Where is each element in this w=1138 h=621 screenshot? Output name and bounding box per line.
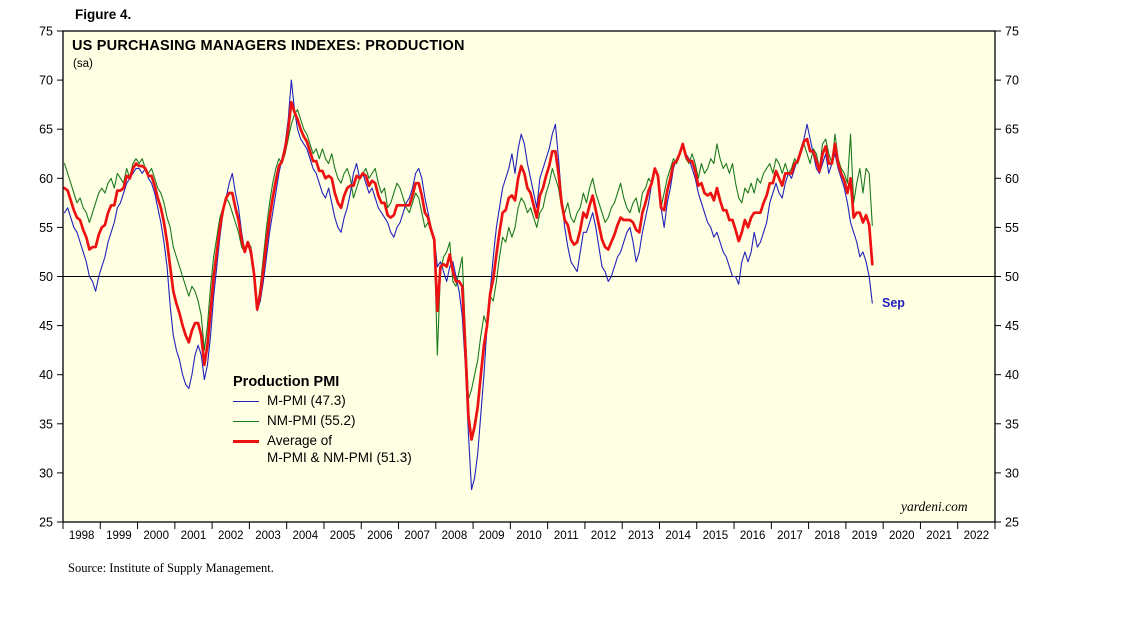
- m-pmi-line: [64, 79, 873, 491]
- x-axis-year-label: 2008: [442, 530, 468, 542]
- x-axis-year-label: 2016: [740, 530, 766, 542]
- y-axis-label-left: 50: [39, 270, 53, 284]
- x-axis-year-label: 2006: [367, 530, 393, 542]
- x-axis-year-label: 2012: [591, 530, 617, 542]
- x-axis-year-label: 2009: [479, 530, 505, 542]
- y-axis-label-left: 60: [39, 172, 53, 186]
- legend-label: Average of M-PMI & NM-PMI (51.3): [267, 432, 412, 465]
- y-axis-label-left: 70: [39, 74, 53, 88]
- x-axis-year-label: 2022: [964, 530, 990, 542]
- legend-rows: M-PMI (47.3) NM-PMI (55.2) Average of M-PMI…: [233, 393, 412, 467]
- x-axis-year-label: 2007: [404, 530, 430, 542]
- figure-label: Figure 4.: [75, 7, 132, 22]
- x-axis-year-label: 2015: [703, 530, 729, 542]
- y-axis-label-left: 45: [39, 319, 53, 333]
- legend-line-swatch: [233, 401, 259, 402]
- y-axis-label-right: 35: [1005, 417, 1019, 431]
- y-axis-label-right: 60: [1005, 172, 1019, 186]
- legend-label: NM-PMI (55.2): [267, 412, 356, 428]
- x-axis-year-label: 2017: [777, 530, 803, 542]
- y-axis-label-right: 65: [1005, 123, 1019, 137]
- legend: Production PMI M-PMI (47.3) NM-PMI (55.2)…: [233, 374, 412, 470]
- x-axis-year-label: 2001: [181, 530, 207, 542]
- y-axis-label-left: 65: [39, 123, 53, 137]
- y-axis-label-left: 25: [39, 516, 53, 530]
- legend-item: NM-PMI (55.2): [233, 413, 412, 430]
- source-note: Source: Institute of Supply Management.: [68, 561, 274, 575]
- x-axis-year-label: 1998: [69, 530, 95, 542]
- x-axis-year-label: 2005: [330, 530, 356, 542]
- y-axis-label-left: 40: [39, 368, 53, 382]
- x-axis-year-label: 2002: [218, 530, 244, 542]
- y-axis-label-left: 35: [39, 417, 53, 431]
- average-pmi-line: [63, 100, 874, 441]
- y-axis-label-right: 25: [1005, 516, 1019, 530]
- x-axis-year-label: 2011: [554, 530, 579, 542]
- legend-item: Average of M-PMI & NM-PMI (51.3): [233, 433, 412, 467]
- y-axis-label-right: 40: [1005, 368, 1019, 382]
- y-axis-label-left: 30: [39, 466, 53, 480]
- legend-line-swatch: [233, 439, 259, 443]
- x-axis-year-label: 2003: [255, 530, 281, 542]
- y-axis-label-right: 55: [1005, 221, 1019, 235]
- x-axis-year-label: 2020: [889, 530, 915, 542]
- x-axis-year-label: 2018: [814, 530, 840, 542]
- y-axis-label-right: 75: [1005, 25, 1019, 39]
- x-axis-year-label: 2021: [926, 530, 952, 542]
- y-axis-label-right: 70: [1005, 74, 1019, 88]
- legend-heading: Production PMI: [233, 374, 340, 390]
- x-axis-year-label: 2004: [293, 530, 319, 542]
- y-axis-label-left: 75: [39, 25, 53, 39]
- x-axis-year-label: 2010: [516, 530, 542, 542]
- y-axis-label-right: 50: [1005, 270, 1019, 284]
- x-axis-year-label: 2019: [852, 530, 878, 542]
- y-axis-label-left: 55: [39, 221, 53, 235]
- legend-line-swatch: [233, 420, 259, 422]
- latest-point-annotation: Sep: [882, 296, 905, 310]
- x-axis-year-label: 2013: [628, 530, 654, 542]
- x-axis-year-label: 2014: [665, 530, 691, 542]
- watermark: yardeni.com: [901, 499, 968, 514]
- chart-subtitle: (sa): [73, 58, 93, 70]
- y-axis-label-right: 30: [1005, 466, 1019, 480]
- legend-item: M-PMI (47.3): [233, 393, 412, 410]
- x-axis-year-label: 2000: [143, 530, 169, 542]
- chart-title: US PURCHASING MANAGERS INDEXES: PRODUCTI…: [72, 38, 465, 54]
- y-axis-label-right: 45: [1005, 319, 1019, 333]
- legend-label: M-PMI (47.3): [267, 393, 346, 408]
- x-axis-year-label: 1999: [106, 530, 132, 542]
